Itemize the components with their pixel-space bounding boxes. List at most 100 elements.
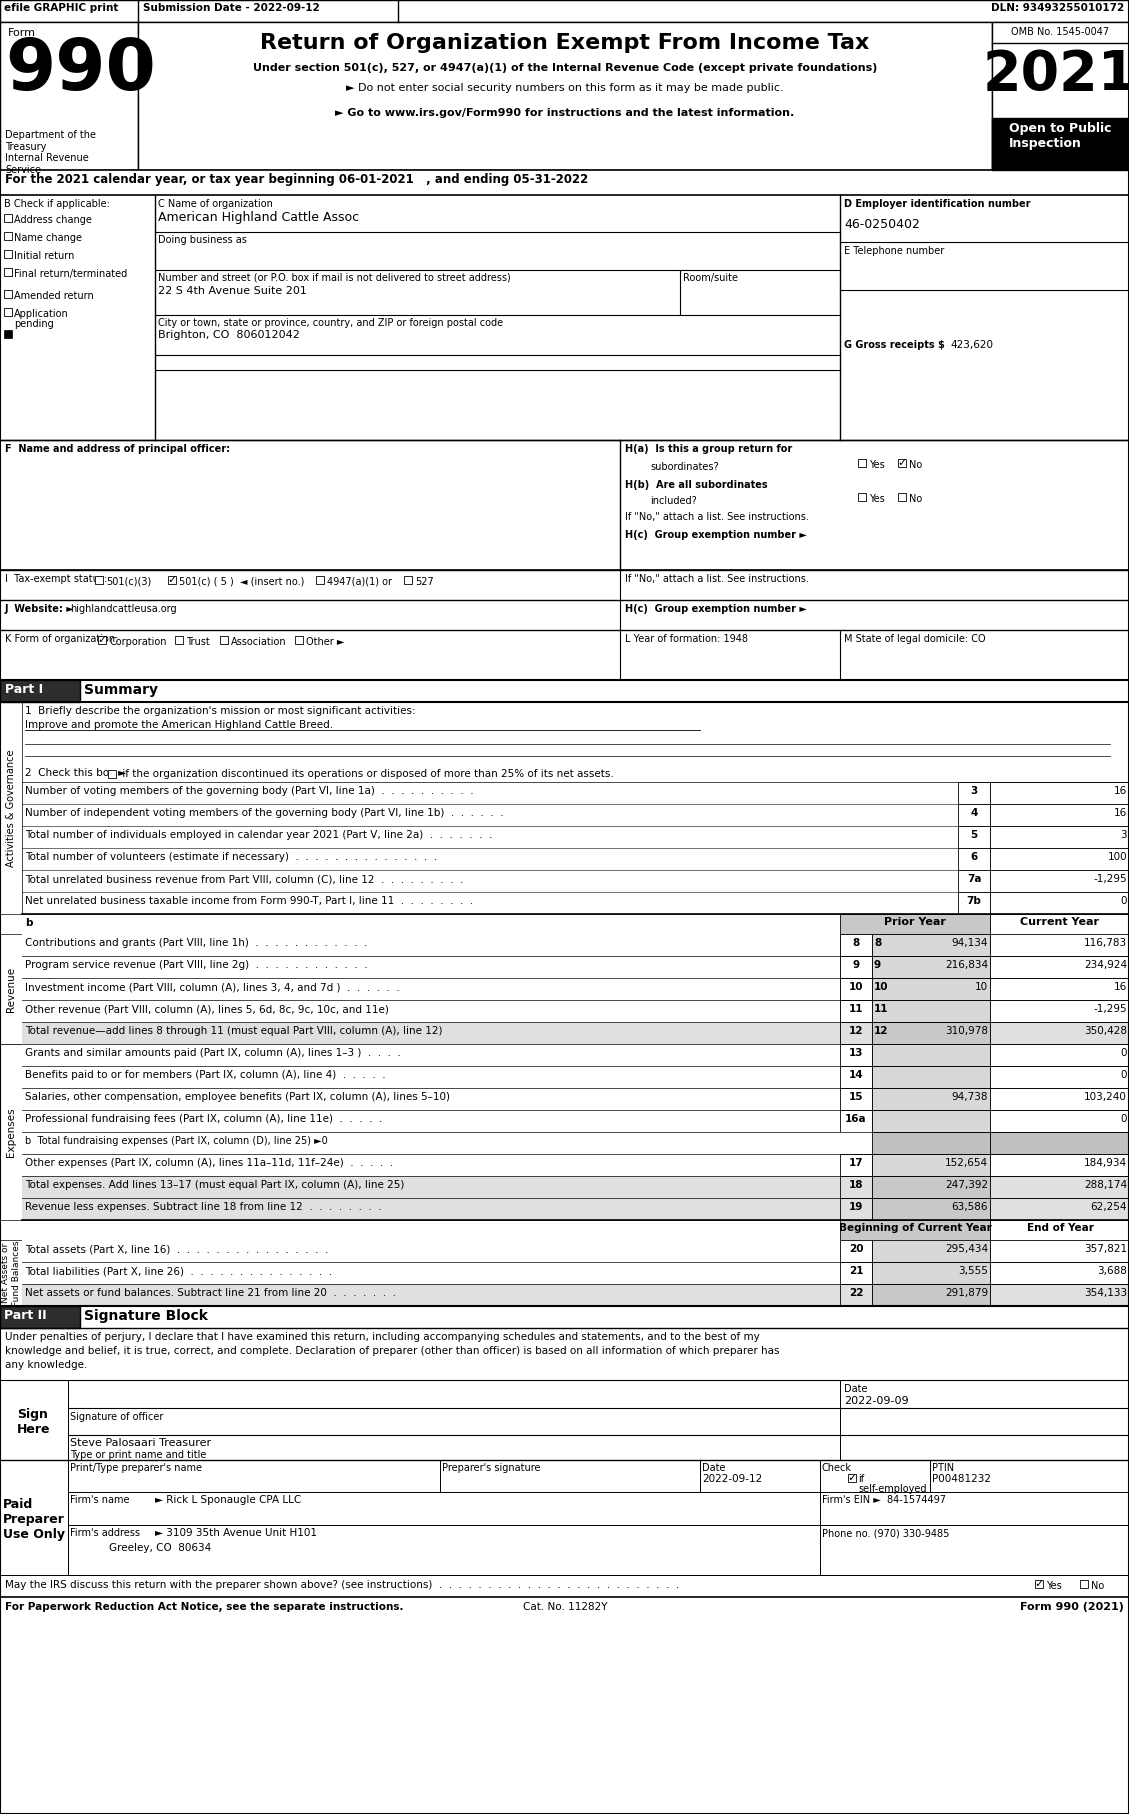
Text: 94,738: 94,738	[952, 1092, 988, 1101]
Text: No: No	[909, 493, 922, 504]
Text: 4947(a)(1) or: 4947(a)(1) or	[327, 577, 392, 588]
Text: Amended return: Amended return	[14, 290, 94, 301]
Bar	[872, 1000, 990, 1021]
Bar	[21, 934, 1129, 956]
Text: Sign
Here: Sign Here	[17, 1408, 51, 1437]
Text: ► Rick L Sponaugle CPA LLC: ► Rick L Sponaugle CPA LLC	[155, 1495, 301, 1506]
Bar	[21, 1284, 1129, 1306]
Text: American Highland Cattle Assoc: American Highland Cattle Assoc	[158, 210, 359, 223]
Bar	[959, 825, 990, 847]
Bar	[840, 978, 872, 1000]
Bar	[840, 1088, 872, 1110]
Text: H(c)  Group exemption number ►: H(c) Group exemption number ►	[625, 604, 807, 613]
Text: Yes: Yes	[869, 461, 885, 470]
Bar	[992, 118, 1129, 171]
Bar	[0, 0, 1129, 22]
Bar	[68, 1460, 1129, 1575]
Bar	[95, 577, 103, 584]
Text: 17: 17	[849, 1157, 864, 1168]
Text: 184,934: 184,934	[1084, 1157, 1127, 1168]
Bar	[98, 637, 106, 644]
Text: 14: 14	[849, 1070, 864, 1079]
Text: Address change: Address change	[14, 216, 91, 225]
Bar	[848, 1475, 856, 1482]
Bar	[21, 1088, 1129, 1110]
Bar	[990, 871, 1129, 892]
Text: 21: 21	[849, 1266, 864, 1275]
Bar	[990, 804, 1129, 825]
Text: G Gross receipts $: G Gross receipts $	[844, 339, 945, 350]
Text: Phone no. (970) 330-9485: Phone no. (970) 330-9485	[822, 1527, 949, 1538]
Bar	[840, 978, 990, 1000]
Text: b  Total fundraising expenses (Part IX, column (D), line 25) ►0: b Total fundraising expenses (Part IX, c…	[25, 1136, 327, 1146]
Text: Beginning of Current Year: Beginning of Current Year	[839, 1223, 991, 1234]
Text: For the 2021 calendar year, or tax year beginning 06-01-2021   , and ending 05-3: For the 2021 calendar year, or tax year …	[5, 172, 588, 187]
Text: Type or print name and title: Type or print name and title	[70, 1449, 207, 1460]
Text: 7a: 7a	[966, 874, 981, 883]
Text: Under section 501(c), 527, or 4947(a)(1) of the Internal Revenue Code (except pr: Under section 501(c), 527, or 4947(a)(1)…	[253, 63, 877, 73]
Text: knowledge and belief, it is true, correct, and complete. Declaration of preparer: knowledge and belief, it is true, correc…	[5, 1346, 779, 1357]
Bar	[990, 1284, 1129, 1306]
Text: Steve Palosaari Treasurer: Steve Palosaari Treasurer	[70, 1439, 211, 1448]
Bar	[959, 804, 990, 825]
Text: 46-0250402: 46-0250402	[844, 218, 920, 230]
Text: efile GRAPHIC print: efile GRAPHIC print	[5, 4, 119, 13]
Text: 7b: 7b	[966, 896, 981, 905]
Bar	[404, 577, 412, 584]
Bar	[840, 1045, 872, 1067]
Bar	[5, 290, 12, 297]
Bar	[840, 914, 990, 934]
Text: Total liabilities (Part X, line 26)  .  .  .  .  .  .  .  .  .  .  .  .  .  .  .: Total liabilities (Part X, line 26) . . …	[25, 1266, 332, 1275]
Text: Paid
Preparer
Use Only: Paid Preparer Use Only	[3, 1498, 65, 1542]
Text: 22: 22	[849, 1288, 864, 1299]
Text: Form: Form	[8, 27, 36, 38]
Bar	[5, 330, 12, 337]
Bar	[990, 1241, 1129, 1263]
Text: C Name of organization: C Name of organization	[158, 200, 273, 209]
Text: E Telephone number: E Telephone number	[844, 247, 944, 256]
Bar	[0, 702, 21, 914]
Bar	[21, 1263, 1129, 1284]
Text: End of Year: End of Year	[1026, 1223, 1094, 1234]
Text: 19: 19	[849, 1203, 864, 1212]
Bar	[5, 232, 12, 239]
Text: B Check if applicable:: B Check if applicable:	[5, 200, 110, 209]
Bar	[5, 214, 12, 221]
Bar	[872, 956, 990, 978]
Bar	[0, 1380, 68, 1460]
Bar	[872, 1132, 990, 1154]
Text: Form 990 (2021): Form 990 (2021)	[1021, 1602, 1124, 1613]
Text: 100: 100	[1108, 853, 1127, 862]
Bar	[840, 934, 872, 956]
Bar	[21, 1197, 1129, 1221]
Bar	[840, 956, 872, 978]
Bar	[21, 978, 1129, 1000]
Bar	[898, 459, 905, 466]
Text: 5: 5	[970, 831, 978, 840]
Text: ✓: ✓	[1034, 1578, 1043, 1589]
Text: Total number of individuals employed in calendar year 2021 (Part V, line 2a)  . : Total number of individuals employed in …	[25, 831, 492, 840]
Text: 295,434: 295,434	[945, 1244, 988, 1253]
Bar	[990, 1154, 1129, 1175]
Text: 501(c)(3): 501(c)(3)	[106, 577, 151, 588]
Text: F  Name and address of principal officer:: F Name and address of principal officer:	[5, 444, 230, 454]
Text: Preparer's signature: Preparer's signature	[441, 1464, 541, 1473]
Text: Firm's EIN ►  84-1574497: Firm's EIN ► 84-1574497	[822, 1495, 946, 1506]
Text: Name change: Name change	[14, 232, 82, 243]
Text: any knowledge.: any knowledge.	[5, 1360, 87, 1370]
Text: 0: 0	[1120, 1048, 1127, 1058]
Bar	[0, 171, 1129, 194]
Text: 501(c) ( 5 )  ◄ (insert no.): 501(c) ( 5 ) ◄ (insert no.)	[180, 577, 305, 588]
Text: Activities & Governance: Activities & Governance	[6, 749, 16, 867]
Bar	[872, 1197, 990, 1221]
Text: 291,879: 291,879	[945, 1288, 988, 1299]
Text: 0: 0	[1120, 1114, 1127, 1125]
Text: If "No," attach a list. See instructions.: If "No," attach a list. See instructions…	[625, 512, 808, 522]
Text: 2022-09-09: 2022-09-09	[844, 1397, 909, 1406]
Text: 11: 11	[874, 1003, 889, 1014]
Bar	[0, 1241, 21, 1306]
Text: 116,783: 116,783	[1084, 938, 1127, 949]
Bar	[840, 956, 990, 978]
Text: J  Website: ►: J Website: ►	[5, 604, 75, 613]
Text: Date: Date	[702, 1464, 726, 1473]
